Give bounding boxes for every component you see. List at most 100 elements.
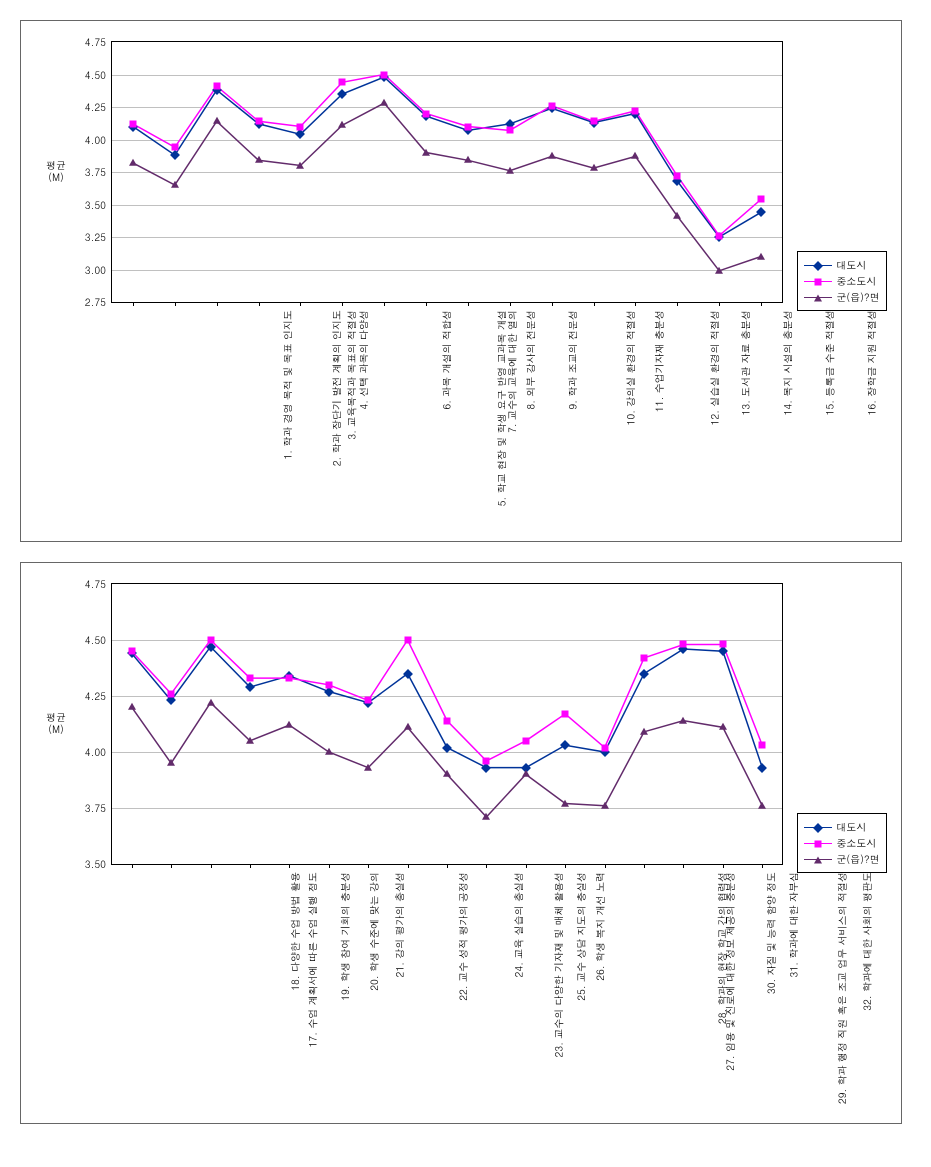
series-point-s3	[443, 770, 451, 777]
legend-label-s2: 중소도시	[836, 836, 876, 850]
chart2-legend: 대도시중소도시군(읍)?면	[797, 813, 886, 873]
series-point-s2	[297, 123, 304, 130]
series-point-s3	[255, 156, 263, 163]
legend-label-s2: 중소도시	[836, 274, 876, 288]
x-tick-label: 7. 교수의 교육에 대한 열의	[505, 310, 519, 433]
x-tick-label: 26. 학생 복지 개선 노력	[593, 872, 607, 981]
chart2-y-axis-label: 평균 (M)	[46, 711, 66, 735]
series-point-s2	[168, 690, 175, 697]
series-point-s3	[601, 802, 609, 809]
y-tick-label: 4.00	[85, 745, 112, 759]
series-point-s2	[548, 102, 555, 109]
series-point-s3	[364, 763, 372, 770]
series-point-s2	[522, 737, 529, 744]
series-point-s2	[325, 681, 332, 688]
series-point-s3	[128, 703, 136, 710]
x-tick-label: 31. 학과에 대한 자부심	[787, 872, 801, 977]
x-tick	[329, 864, 330, 868]
series-point-s2	[339, 79, 346, 86]
x-tick	[762, 864, 763, 868]
x-tick	[250, 864, 251, 868]
x-tick-label: 29. 학과 행정 직원 혹은 조교 업무 서비스의 적절성	[835, 872, 849, 1104]
legend-label-s1: 대도시	[836, 820, 866, 834]
x-tick	[259, 302, 260, 306]
x-tick	[723, 864, 724, 868]
x-tick-label: 19. 학생 참여 기회의 충분성	[337, 872, 351, 1001]
series-point-s3	[296, 161, 304, 168]
series-point-s2	[632, 107, 639, 114]
series-point-s2	[641, 654, 648, 661]
x-tick	[635, 302, 636, 306]
series-point-s2	[719, 641, 726, 648]
series-svg	[112, 42, 782, 302]
series-point-s2	[601, 744, 608, 751]
series-point-s3	[422, 148, 430, 155]
series-point-s2	[716, 232, 723, 239]
series-line-s3	[133, 103, 761, 271]
x-tick-label: 30. 자질 및 능력 함양 정도	[764, 872, 778, 994]
x-tick-label: 25. 교수 상담 지도의 충실성	[574, 872, 588, 1001]
series-point-s2	[444, 717, 451, 724]
x-tick	[605, 864, 606, 868]
x-tick-label: 1. 학과 경영 목적 및 목표 인지도	[281, 310, 295, 460]
legend-row-s1: 대도시	[804, 258, 879, 272]
x-tick-label: 4. 선택 과목의 다양성	[356, 310, 370, 410]
series-point-s3	[380, 99, 388, 106]
legend-label-s3: 군(읍)?면	[836, 852, 879, 866]
series-point-s3	[719, 723, 727, 730]
series-point-s3	[246, 737, 254, 744]
legend-row-s3: 군(읍)?면	[804, 852, 879, 866]
series-point-s2	[758, 196, 765, 203]
series-point-s3	[590, 164, 598, 171]
series-point-s2	[759, 742, 766, 749]
series-point-s2	[506, 127, 513, 134]
x-tick-label: 12. 실습실 환경의 적절성	[707, 310, 721, 425]
chart1-main: 평균 (M) 2.753.003.253.503.754.004.254.504…	[21, 21, 783, 541]
x-tick	[468, 302, 469, 306]
chart-panel-1: 평균 (M) 2.753.003.253.503.754.004.254.504…	[20, 20, 902, 542]
y-tick-label: 3.75	[85, 801, 112, 815]
x-tick	[368, 864, 369, 868]
x-tick	[552, 302, 553, 306]
series-point-s2	[404, 637, 411, 644]
x-tick	[447, 864, 448, 868]
series-point-s3	[325, 748, 333, 755]
series-point-s2	[464, 123, 471, 130]
x-tick-label: 16. 장학금 지원 적절성	[865, 310, 879, 415]
y-tick-label: 4.25	[85, 689, 112, 703]
chart2-plot-area: 3.503.754.004.254.504.7517. 수업 계획서에 따른 수…	[111, 583, 783, 865]
x-tick	[510, 302, 511, 306]
x-tick-label: 21. 강의 평가의 충실성	[393, 872, 407, 977]
chart1-legend: 대도시중소도시군(읍)?면	[797, 251, 886, 311]
x-tick	[526, 864, 527, 868]
series-point-s2	[213, 83, 220, 90]
series-point-s2	[128, 648, 135, 655]
y-tick-label: 3.50	[85, 198, 112, 212]
series-point-s3	[207, 699, 215, 706]
x-tick	[175, 302, 176, 306]
legend-row-s2: 중소도시	[804, 274, 879, 288]
series-point-s2	[365, 697, 372, 704]
x-tick	[342, 302, 343, 306]
x-tick-label: 11. 수업기자재 충분성	[652, 310, 666, 412]
x-tick	[594, 302, 595, 306]
series-point-s3	[548, 152, 556, 159]
series-point-s3	[673, 212, 681, 219]
series-point-s2	[680, 641, 687, 648]
series-point-s3	[631, 152, 639, 159]
series-point-s3	[285, 721, 293, 728]
y-tick-label: 3.50	[85, 857, 112, 871]
series-point-s2	[590, 118, 597, 125]
x-tick-label: 15. 등록금 수준 적절성	[823, 310, 837, 415]
y-tick-label: 4.75	[85, 577, 112, 591]
y-tick-label: 4.75	[85, 35, 112, 49]
series-point-s3	[338, 121, 346, 128]
legend-row-s3: 군(읍)?면	[804, 290, 879, 304]
series-point-s2	[129, 120, 136, 127]
x-tick	[384, 302, 385, 306]
y-tick-label: 4.50	[85, 633, 112, 647]
series-point-s3	[561, 799, 569, 806]
series-point-s3	[522, 770, 530, 777]
x-tick	[408, 864, 409, 868]
x-tick-label: 17. 수업 계획서에 따른 수업 실행 정도	[305, 872, 319, 1047]
